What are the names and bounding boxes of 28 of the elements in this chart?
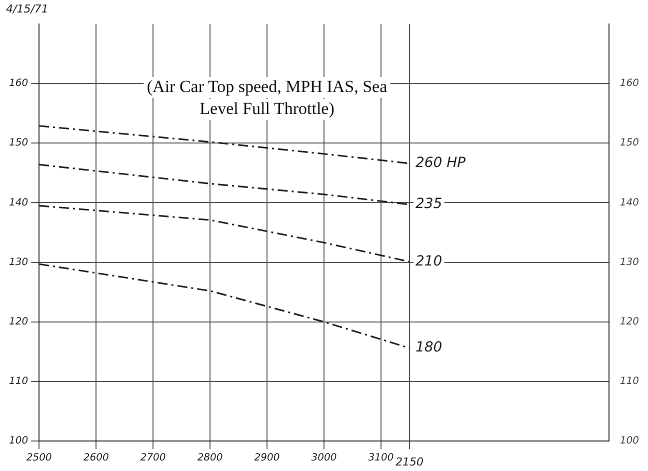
y2-tick-label: 130: [620, 256, 640, 268]
series-label: 210: [415, 253, 442, 270]
y-tick-label: 150: [8, 138, 28, 149]
y2-tick-label: 110: [620, 376, 640, 388]
y2-tick-label: 160: [620, 78, 640, 90]
y-tick-label: 130: [8, 256, 28, 268]
y-tick-label: 100: [8, 436, 28, 447]
y-tick-label: 160: [8, 78, 28, 90]
y-tick-label: 140: [8, 197, 28, 208]
x-tick-label: 2500: [26, 452, 52, 464]
series-label: 260 HP: [415, 155, 466, 172]
text: 4/15/71: [6, 2, 48, 16]
text: 2150: [395, 455, 424, 468]
y2-tick-label: 120: [620, 316, 640, 328]
x-tick-label: 3100: [368, 452, 394, 464]
y-tick-label: 120: [8, 316, 28, 328]
x-tick-label: 2600: [83, 452, 109, 464]
x-tick-label: 2700: [140, 452, 166, 464]
y-tick-label: 110: [8, 376, 28, 388]
x-tick-label: 2800: [197, 452, 223, 464]
y2-tick-label: 140: [620, 197, 640, 208]
series-label: 235: [415, 196, 442, 212]
text: (Air Car Top speed, MPH IAS, Sea Level Full Throttle): [146, 76, 388, 118]
y2-tick-label: 100: [620, 436, 640, 447]
series-label: 180: [415, 340, 442, 356]
x-tick-label: 2900: [254, 452, 280, 464]
x-tick-label: 3000: [311, 452, 337, 464]
y2-tick-label: 150: [620, 138, 640, 149]
